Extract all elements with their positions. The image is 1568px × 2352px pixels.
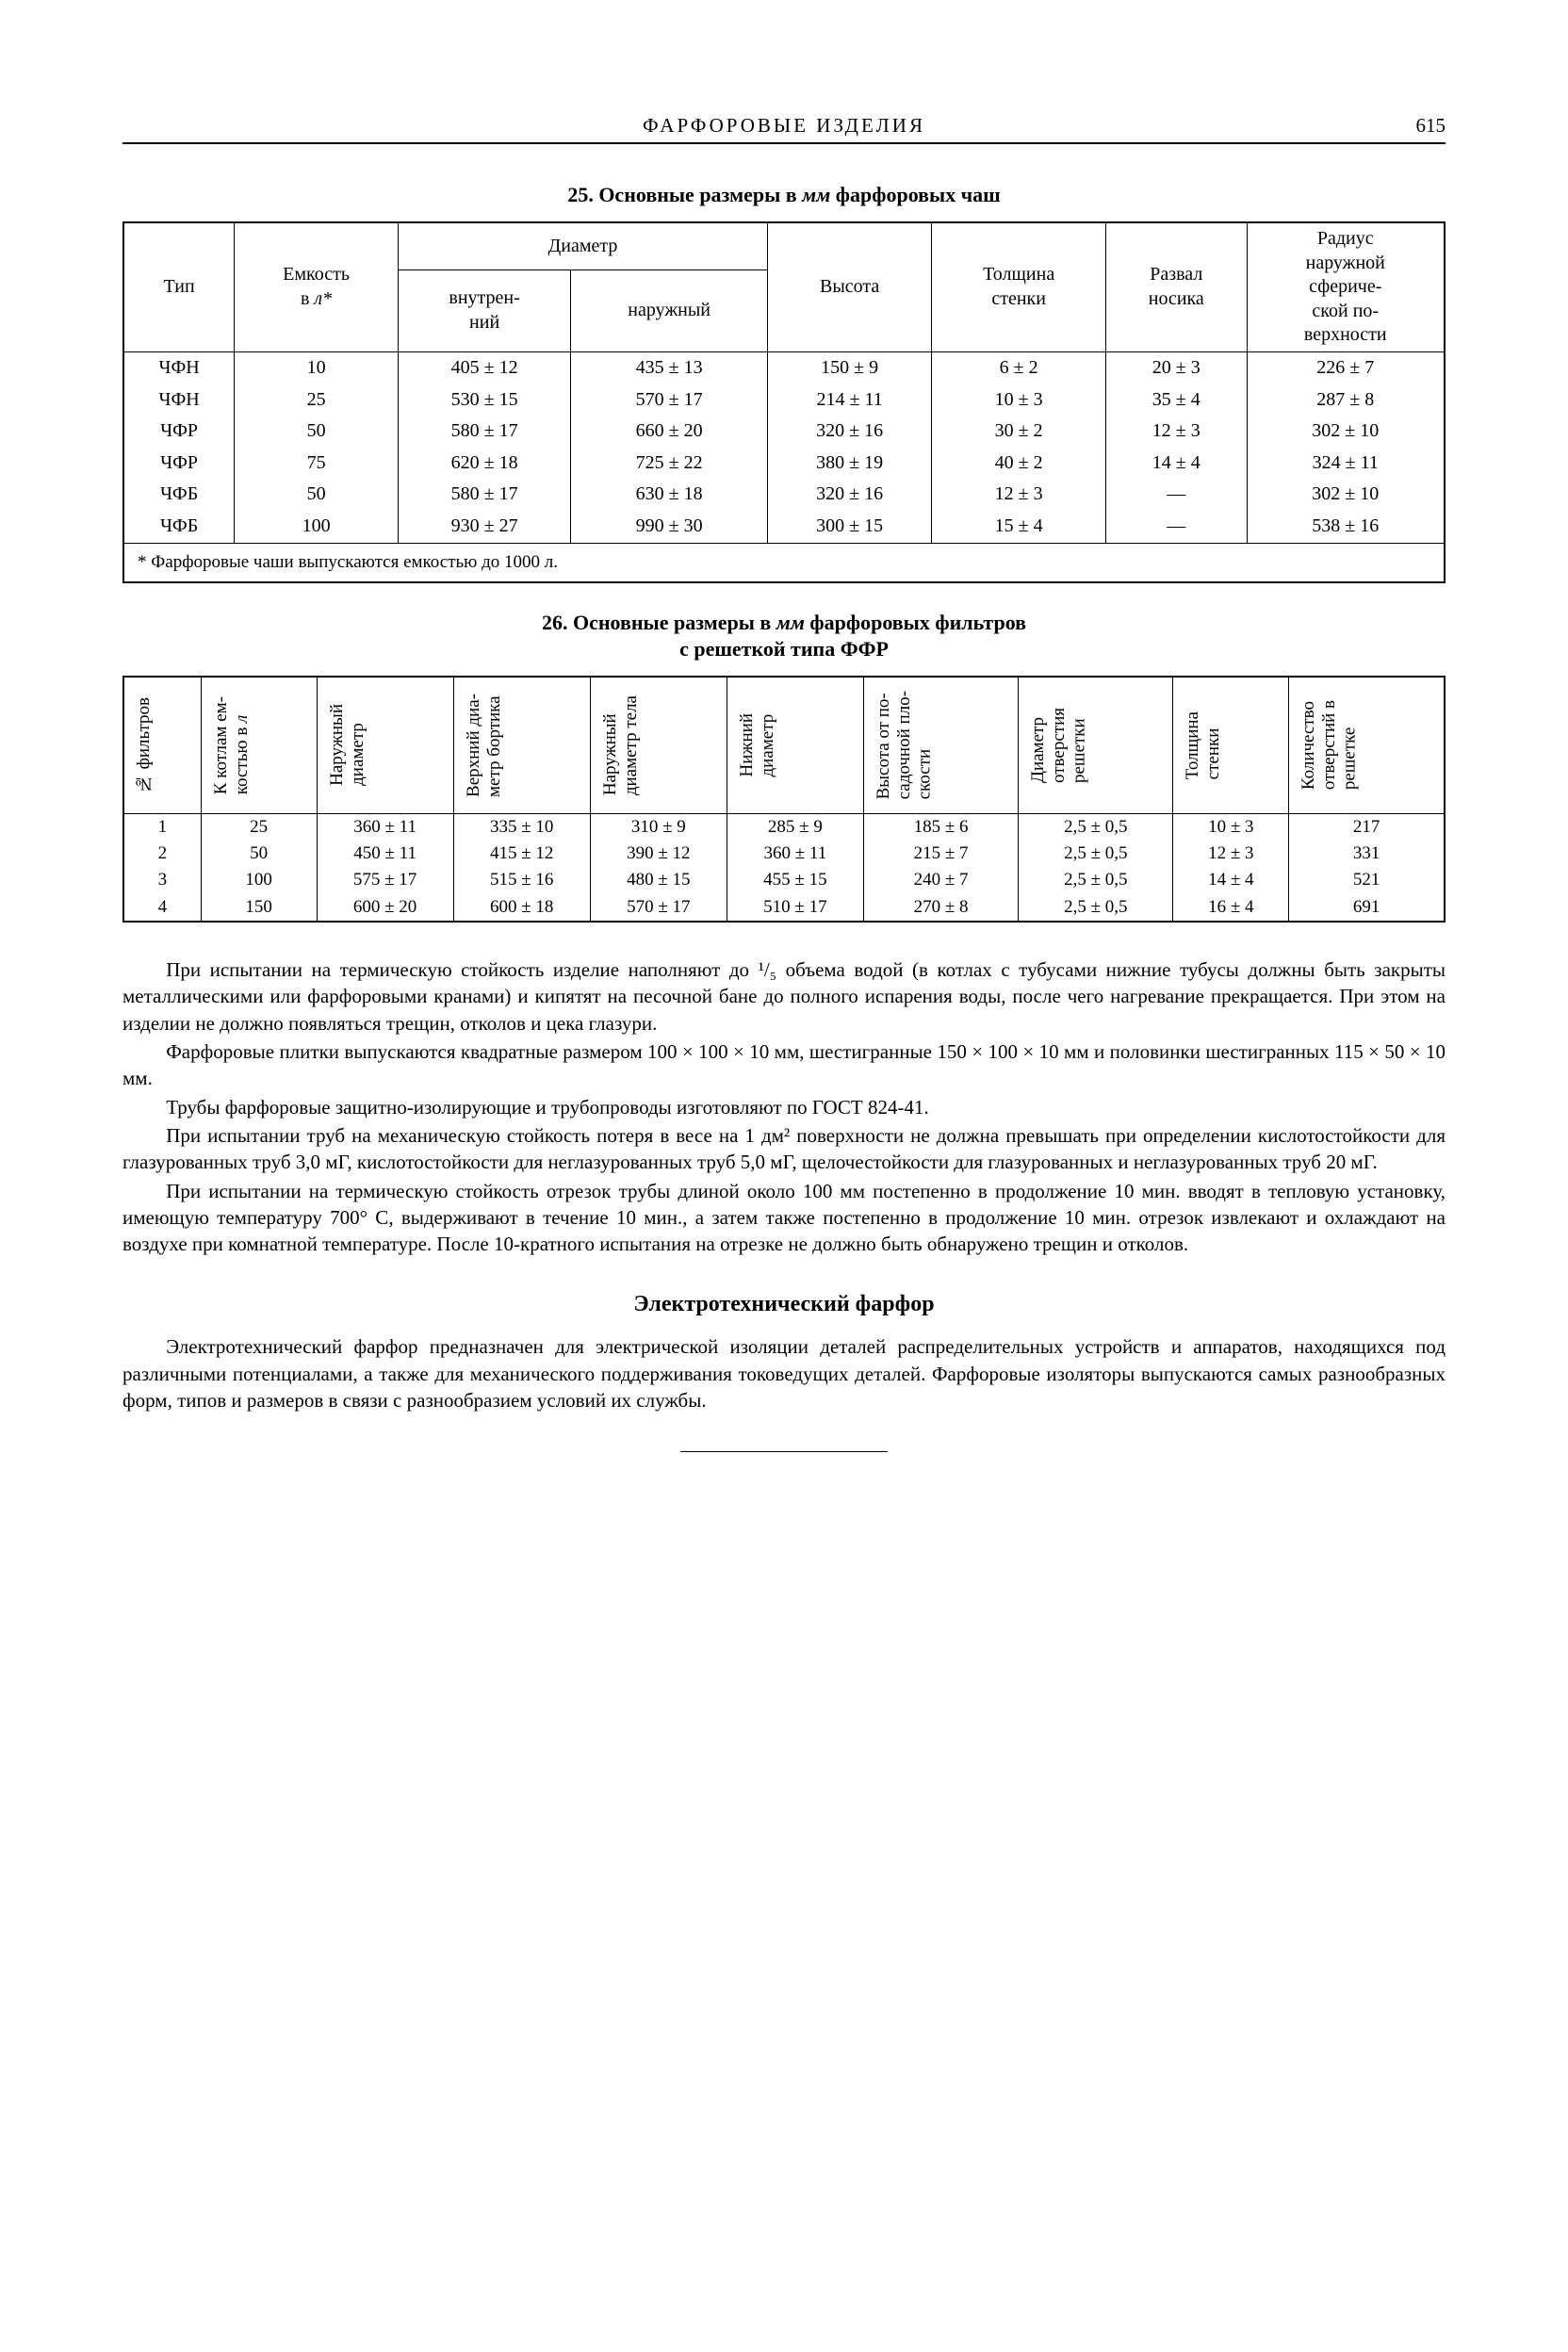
body-text: При испытании на термическую стойкость и… — [122, 956, 1446, 1414]
paragraph: При испытании на термическую стойкость и… — [122, 956, 1446, 1037]
th-capacity: Емкостьв л* — [235, 222, 399, 351]
paragraph: При испытании на термическую стойкость о… — [122, 1178, 1446, 1258]
th-hland: Высота от по-садочной пло-скости — [863, 677, 1018, 813]
table25-footnote: * Фарфоровые чаши выпускаются емкостью д… — [123, 543, 1445, 582]
table-row: ЧФН25530 ± 15570 ± 17214 ± 1110 ± 335 ± … — [123, 384, 1445, 416]
th-diameter: Диаметр — [398, 222, 767, 270]
th-type: Тип — [123, 222, 235, 351]
table25-caption: 25. Основные размеры в мм фарфоровых чаш — [122, 182, 1446, 208]
th-dhole: Диаметротверстиярешетки — [1019, 677, 1173, 813]
paragraph: Трубы фарфоровые защитно-изолирующие и т… — [122, 1094, 1446, 1120]
table-row: 250450 ± 11415 ± 12390 ± 12360 ± 11215 ±… — [123, 841, 1445, 867]
table-row: 125360 ± 11335 ± 10310 ± 9285 ± 9185 ± 6… — [123, 813, 1445, 841]
table-row: ЧФН10405 ± 12435 ± 13150 ± 96 ± 220 ± 32… — [123, 352, 1445, 384]
th-d-outer: наружный — [571, 270, 768, 352]
table-row: ЧФР50580 ± 17660 ± 20320 ± 1630 ± 212 ± … — [123, 416, 1445, 448]
table-row: ЧФБ50580 ± 17630 ± 18320 ± 1612 ± 3—302 … — [123, 479, 1445, 511]
paragraph: Электротехнический фарфор предназначен д… — [122, 1333, 1446, 1413]
th-nholes: Количествоотверстий врешетке — [1289, 677, 1445, 813]
table-row: ЧФБ100930 ± 27990 ± 30300 ± 1515 ± 4—538… — [123, 511, 1445, 543]
th-num: № фильтров — [123, 677, 201, 813]
th-dout: Наружныйдиаметр — [317, 677, 453, 813]
th-height: Высота — [768, 222, 932, 351]
running-head: ФАРФОРОВЫЕ ИЗДЕЛИЯ 615 — [122, 113, 1446, 144]
table-row: 4150600 ± 20600 ± 18570 ± 17510 ± 17270 … — [123, 894, 1445, 922]
table25: Тип Емкостьв л* Диаметр Высота Толщинаст… — [122, 221, 1446, 583]
th-wall26: Толщинастенки — [1173, 677, 1289, 813]
end-rule — [680, 1451, 888, 1452]
paragraph: Фарфоровые плитки выпускаются квадратные… — [122, 1038, 1446, 1092]
th-dbody: Наружныйдиаметр тела — [590, 677, 727, 813]
th-dlow: Нижнийдиаметр — [727, 677, 863, 813]
section-heading: Электротехнический фарфор — [122, 1290, 1446, 1319]
th-d-inner: внутрен-ний — [398, 270, 570, 352]
th-radius: Радиуснаружнойсфериче-ской по-верхности — [1247, 222, 1445, 351]
paragraph: При испытании труб на механическую стойк… — [122, 1122, 1446, 1176]
table26-caption: 26. Основные размеры в мм фарфоровых фил… — [122, 610, 1446, 662]
th-dtop: Верхний диа-метр бортика — [453, 677, 590, 813]
table-row: 3100575 ± 17515 ± 16480 ± 15455 ± 15240 … — [123, 867, 1445, 893]
running-title: ФАРФОРОВЫЕ ИЗДЕЛИЯ — [564, 113, 1004, 139]
table-row: ЧФР75620 ± 18725 ± 22380 ± 1940 ± 214 ± … — [123, 448, 1445, 480]
th-boilers: К котлам ем-костью в л — [201, 677, 317, 813]
th-wall: Толщинастенки — [932, 222, 1106, 351]
th-spout: Развалносика — [1106, 222, 1247, 351]
table26: № фильтров К котлам ем-костью в л Наружн… — [122, 676, 1446, 923]
page-number: 615 — [1004, 113, 1446, 139]
